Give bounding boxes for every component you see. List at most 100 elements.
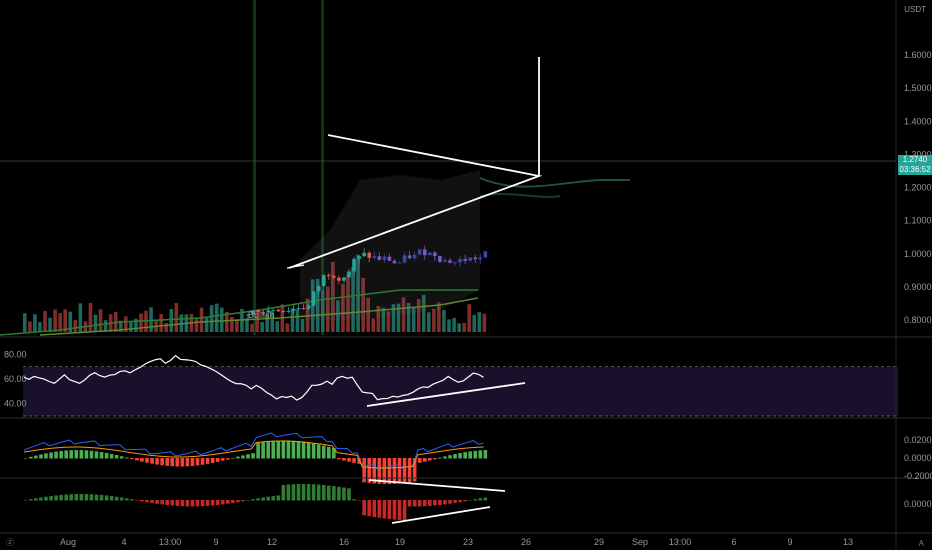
logo-icon[interactable]: Ⓩ xyxy=(6,538,14,547)
volume-bar xyxy=(159,314,163,332)
macd-histogram-bar xyxy=(458,453,462,459)
macd-histogram-bar xyxy=(271,440,276,459)
macd-histogram-bar xyxy=(251,453,255,459)
oscillator-bar xyxy=(407,500,412,507)
oscillator-bar xyxy=(367,500,371,517)
volume-bar xyxy=(406,302,411,332)
candle-body xyxy=(387,256,392,261)
oscillator-bar xyxy=(195,500,200,507)
oscillator-bar xyxy=(397,500,402,520)
oscillator-bar xyxy=(109,496,114,501)
pattern-drawings[interactable] xyxy=(286,57,543,524)
time-axis-tick: 19 xyxy=(395,537,405,547)
volume-bar xyxy=(416,299,421,332)
macd-histogram-bar xyxy=(377,458,382,484)
oscillator-bar xyxy=(458,500,462,503)
oscillator-bar xyxy=(200,500,205,507)
macd-histogram-bar xyxy=(34,455,38,459)
macd-histogram-bar xyxy=(74,450,79,459)
oscillator-bar xyxy=(453,500,457,503)
macd-histogram-bar xyxy=(160,458,164,466)
macd-histogram-bar xyxy=(357,458,361,464)
price-axis-tick: 1.3000 xyxy=(904,149,932,159)
volume-bar xyxy=(43,311,47,332)
macd-histogram-bar xyxy=(130,458,134,460)
macd-histogram-bar xyxy=(175,458,180,467)
candle-body xyxy=(286,310,291,312)
candle-body xyxy=(453,262,457,264)
macd-histogram-bar xyxy=(94,451,99,459)
volume-bar xyxy=(134,318,138,332)
oscillator-bar xyxy=(463,500,467,502)
macd-histogram-bar xyxy=(155,458,159,465)
volume-bar xyxy=(351,267,355,332)
price-pane[interactable]: Bullish xyxy=(0,0,896,336)
oscillator-bar xyxy=(468,499,472,501)
oscillator-bar xyxy=(377,500,382,518)
candle-body xyxy=(291,308,296,311)
macd-histogram-bar xyxy=(407,458,412,483)
macd-histogram-bar xyxy=(145,458,149,463)
candle-body xyxy=(311,291,316,306)
candle-body xyxy=(352,258,356,272)
oscillator-bar xyxy=(372,500,377,518)
macd-histogram-bar xyxy=(39,454,43,459)
auto-scale-button[interactable]: A xyxy=(918,539,924,548)
price-axis-tick: 1.2000 xyxy=(904,183,932,193)
oscillator-bar xyxy=(246,499,250,501)
oscillator-bar xyxy=(99,494,104,501)
macd-histogram-bar xyxy=(140,458,144,462)
candle-body xyxy=(377,256,382,260)
volume-bar xyxy=(255,311,259,332)
cloud-projection xyxy=(479,177,630,188)
macd-pane[interactable] xyxy=(23,432,488,485)
rsi-support-line xyxy=(366,382,526,407)
oscillator-bar xyxy=(59,494,63,501)
rsi-pane[interactable] xyxy=(23,354,898,417)
time-axis-tick: 4 xyxy=(121,537,126,547)
macd-histogram-bar xyxy=(99,452,104,459)
macd-histogram-bar xyxy=(417,458,422,463)
price-axis-tick: 1.5000 xyxy=(904,83,932,93)
candle-body xyxy=(246,314,250,316)
oscillator-bar xyxy=(160,500,164,505)
time-axis-tick: 9 xyxy=(787,537,792,547)
macd-histogram-bar xyxy=(402,458,407,483)
oscillator-bar xyxy=(231,500,235,503)
macd-histogram-bar xyxy=(473,450,478,459)
volume-bar xyxy=(341,283,345,332)
oscillator-bar xyxy=(165,500,169,506)
candle-body xyxy=(422,249,427,256)
volume-bar xyxy=(93,314,98,332)
oscillator-bar xyxy=(251,499,255,501)
macd-histogram-bar xyxy=(296,441,301,459)
volume-bar xyxy=(300,318,305,332)
macd-histogram-bar xyxy=(226,458,230,460)
oscillator-pane[interactable] xyxy=(24,484,488,521)
volume-bar xyxy=(391,304,396,332)
candle-body xyxy=(347,271,351,278)
oscillator-bar xyxy=(306,484,311,501)
time-axis-tick: 13:00 xyxy=(669,537,692,547)
candle-body xyxy=(306,305,311,309)
macd-histogram-bar xyxy=(397,458,402,484)
macd-histogram-bar xyxy=(29,456,33,459)
volume-bar xyxy=(58,313,62,332)
macd-histogram-bar xyxy=(463,452,467,459)
volume-bar xyxy=(68,311,73,332)
macd-histogram-bar xyxy=(327,446,331,459)
volume-bar xyxy=(320,290,325,332)
volume-bar xyxy=(103,320,108,332)
volume-bar xyxy=(260,322,264,332)
oscillator-bar xyxy=(236,500,240,503)
macd-histogram-bar xyxy=(443,456,447,459)
time-axis-tick: 23 xyxy=(463,537,473,547)
macd-histogram-bar xyxy=(367,458,371,483)
candle-body xyxy=(276,309,281,312)
last-price-tag: 1.2740 03:36:52 xyxy=(898,155,932,175)
macd-histogram-bar xyxy=(316,444,321,459)
volume-bar xyxy=(356,254,360,332)
macd-histogram-bar xyxy=(483,450,488,459)
